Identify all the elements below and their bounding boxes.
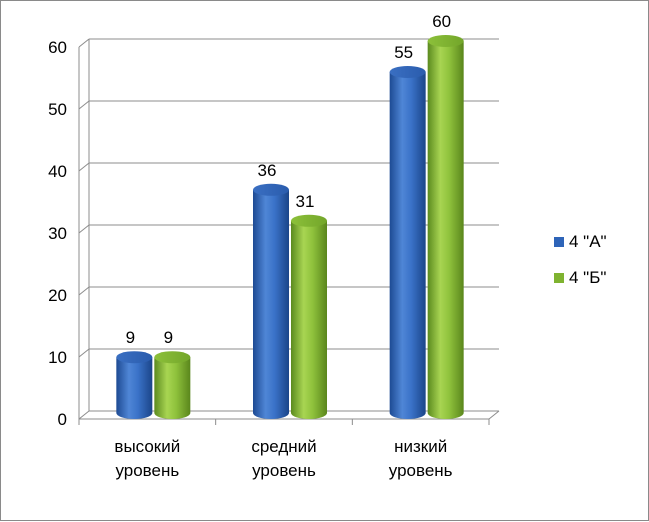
x-category-label: высокий уровень xyxy=(114,437,180,480)
bar-top xyxy=(291,214,327,227)
legend-swatch xyxy=(554,237,564,247)
bar-top xyxy=(389,66,426,78)
bar xyxy=(154,351,191,420)
legend: 4 "А" 4 "Б" xyxy=(554,232,607,287)
data-label: 31 xyxy=(296,192,315,211)
bars xyxy=(116,35,464,420)
bar-top xyxy=(427,35,464,47)
y-tick-mark xyxy=(78,348,90,358)
y-tick-mark xyxy=(78,38,90,48)
floor-right-edge xyxy=(488,410,500,420)
y-tick-mark xyxy=(78,286,90,296)
y-tick-mark xyxy=(78,100,90,110)
legend-swatch xyxy=(554,273,564,283)
bar xyxy=(291,214,327,419)
legend-item: 4 "Б" xyxy=(554,268,606,287)
data-labels: 9 36 55 9 31 60 xyxy=(126,12,452,347)
bar-body xyxy=(154,357,191,420)
data-label: 60 xyxy=(432,12,451,31)
y-tick-label: 20 xyxy=(48,286,67,305)
y-tick-mark xyxy=(78,410,90,420)
bar-body xyxy=(427,41,464,420)
x-category-label: средний уровень xyxy=(251,437,316,480)
y-tick-label: 10 xyxy=(48,348,67,367)
data-label: 9 xyxy=(164,328,173,347)
x-category-label: низкий уровень xyxy=(389,437,453,480)
y-tick-mark xyxy=(78,224,90,234)
data-label: 55 xyxy=(394,43,413,62)
bar-top xyxy=(154,351,191,364)
y-tick-label: 50 xyxy=(48,100,67,119)
legend-label: 4 "А" xyxy=(569,232,607,251)
bar xyxy=(427,35,464,420)
bar-body xyxy=(253,189,289,419)
y-tick-label: 60 xyxy=(48,38,67,57)
bar xyxy=(116,351,153,419)
data-label: 36 xyxy=(258,161,277,180)
bar-body xyxy=(116,357,153,419)
legend-item: 4 "А" xyxy=(554,232,607,251)
y-tick-label: 40 xyxy=(48,162,67,181)
bar-body xyxy=(389,72,426,420)
bar xyxy=(389,66,426,420)
bar-top xyxy=(116,351,153,364)
y-tick-label: 0 xyxy=(58,410,67,429)
bar xyxy=(253,183,289,419)
axes: 0 10 20 30 40 50 60 высокий уровень средний уровен… xyxy=(48,38,500,480)
bar-top xyxy=(253,183,289,196)
legend-label: 4 "Б" xyxy=(569,268,606,287)
y-tick-label: 30 xyxy=(48,224,67,243)
y-tick-mark xyxy=(78,162,90,172)
data-label: 9 xyxy=(126,328,135,347)
bar-body xyxy=(291,220,327,419)
